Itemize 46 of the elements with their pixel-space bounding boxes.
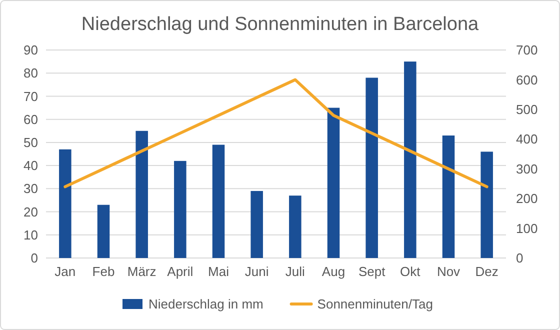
- y-tick-label: 10: [24, 227, 38, 242]
- bar: [136, 130, 148, 258]
- y2-tick-label: 700: [516, 42, 538, 58]
- x-tick-label: Nov: [436, 264, 461, 279]
- x-tick-label: Okt: [400, 264, 421, 279]
- y2-tick-label: 100: [516, 220, 538, 236]
- y-tick-label: 0: [30, 250, 38, 266]
- y2-tick-label: 400: [516, 132, 538, 147]
- bar: [327, 108, 340, 258]
- y2-tick-label: 500: [516, 102, 538, 117]
- x-tick-label: Juni: [244, 264, 269, 279]
- y-tick-label: 90: [24, 42, 38, 58]
- bar: [250, 190, 263, 258]
- x-tick-label: Feb: [92, 264, 115, 279]
- x-tick-label: März: [127, 264, 156, 279]
- bar: [366, 78, 378, 258]
- x-tick-label: Jan: [54, 264, 76, 279]
- x-tick-label: Aug: [322, 264, 346, 279]
- x-tick-label: Dez: [475, 264, 498, 279]
- bar: [289, 196, 302, 258]
- y-tick-label: 30: [24, 181, 38, 196]
- y-tick-label: 80: [24, 66, 38, 81]
- line-series: [64, 78, 488, 188]
- bar: [442, 136, 455, 258]
- bar: [404, 62, 416, 258]
- y2-tick-label: 0: [516, 250, 524, 266]
- bar: [480, 152, 493, 258]
- bar: [174, 160, 186, 258]
- y-tick-label: 40: [24, 158, 38, 174]
- x-tick-label: Sept: [358, 264, 386, 279]
- x-tick-label: Mai: [208, 264, 230, 279]
- x-tick-label: April: [167, 264, 194, 279]
- y-tick-label: 70: [24, 88, 38, 104]
- y2-tick-label: 300: [516, 161, 538, 176]
- y-tick-label: 60: [24, 112, 38, 127]
- bar: [97, 204, 110, 258]
- y2-tick-label: 600: [516, 72, 538, 88]
- x-tick-label: Juli: [285, 264, 306, 279]
- bar: [59, 149, 72, 258]
- legend-label: Niederschlag in mm: [148, 296, 264, 312]
- chart-title: Niederschlag und Sonnenminuten in Barcelona: [81, 14, 480, 35]
- y-tick-label: 50: [24, 134, 38, 150]
- y2-tick-label: 200: [516, 191, 538, 206]
- bar: [212, 144, 225, 258]
- y-tick-label: 20: [24, 204, 38, 220]
- legend-label: Sonnenminuten/Tag: [317, 296, 433, 312]
